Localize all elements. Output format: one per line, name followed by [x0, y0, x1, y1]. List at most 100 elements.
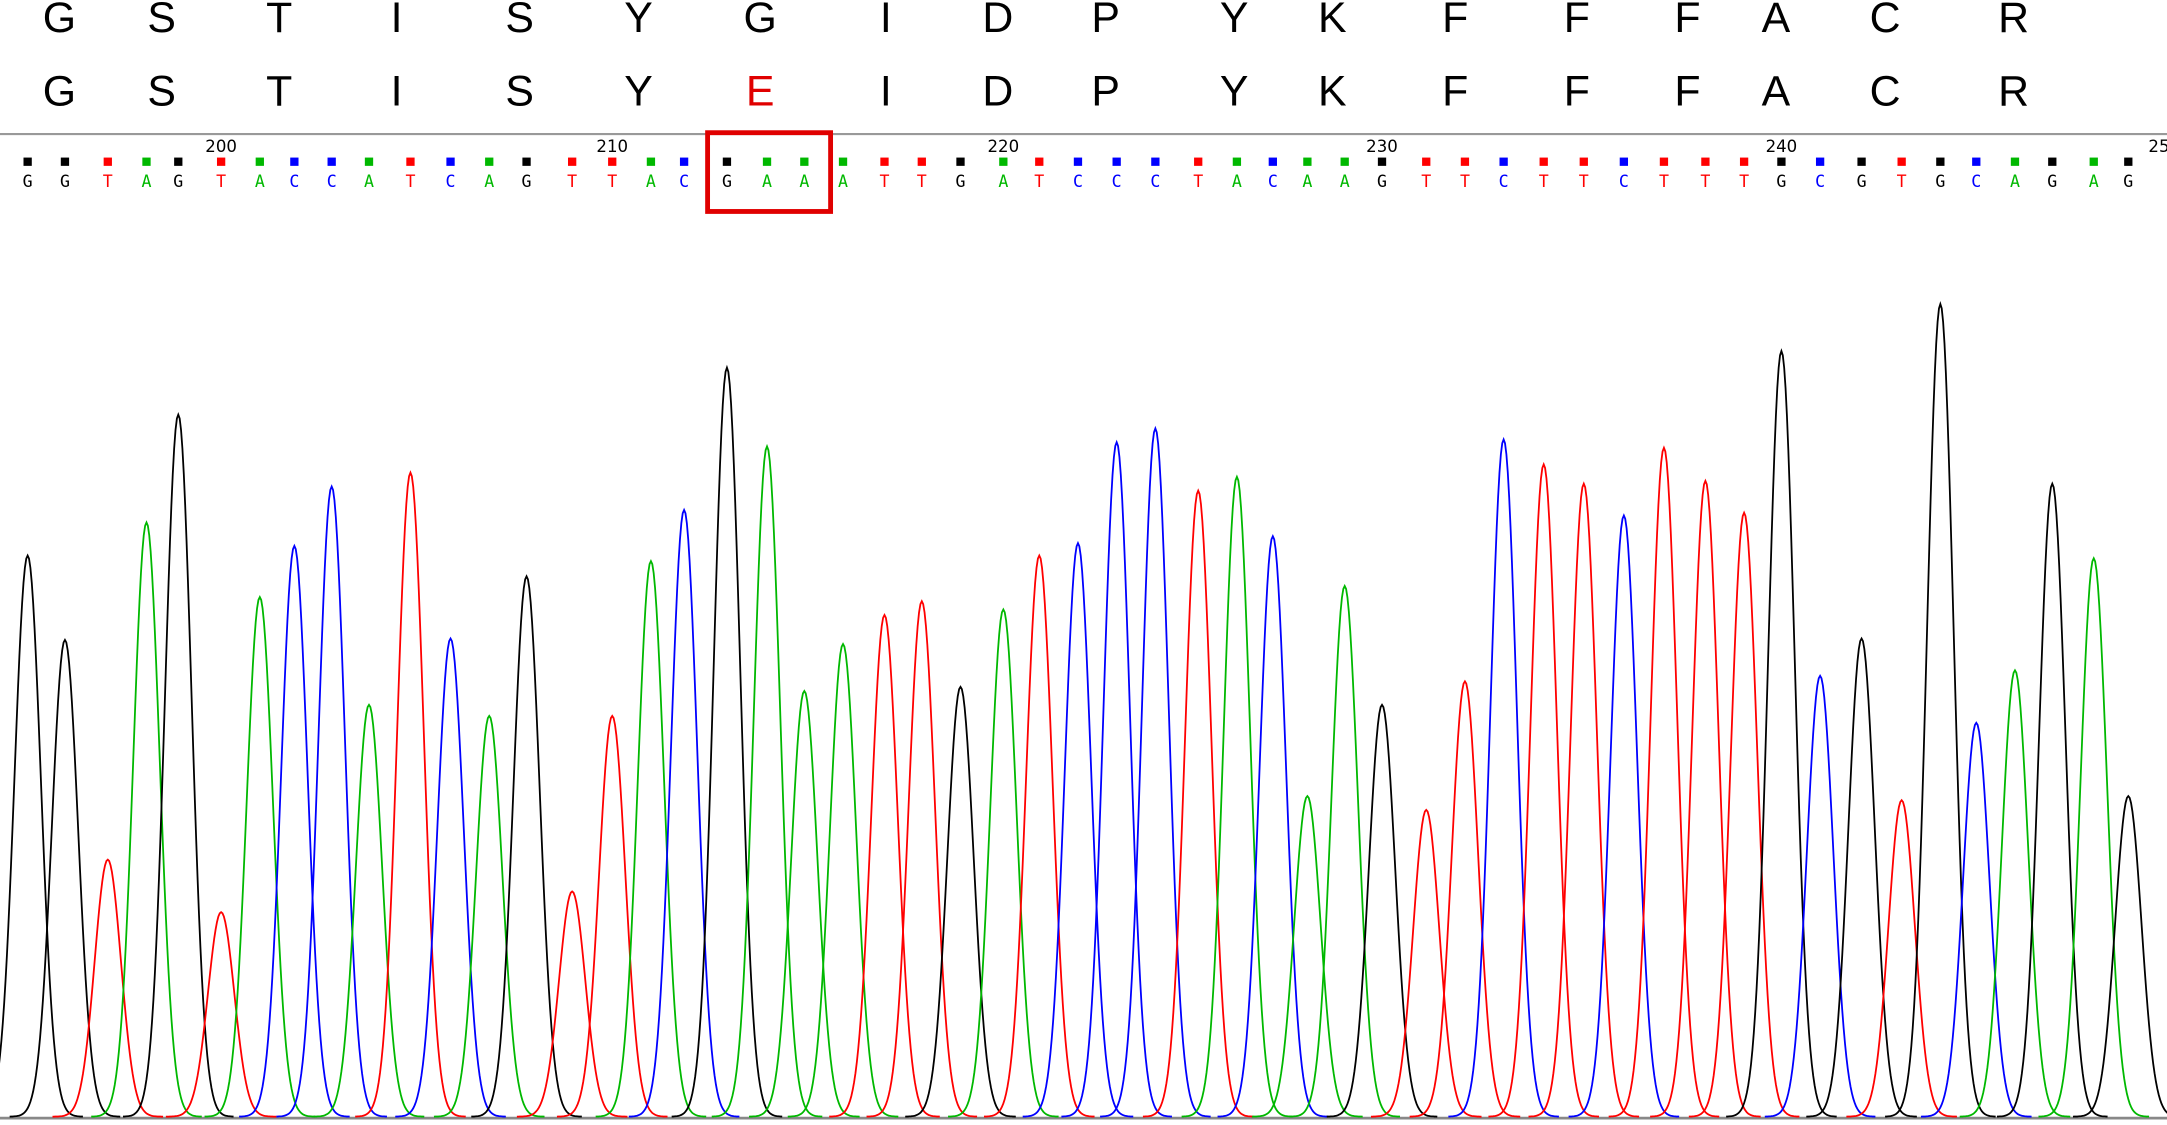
trace-peak	[595, 558, 707, 1118]
trace-peak	[1959, 668, 2071, 1118]
base-call: C	[1112, 172, 1122, 191]
base-marker	[1659, 157, 1669, 166]
base-marker	[1579, 157, 1588, 166]
base-marker	[327, 157, 336, 166]
base-marker	[406, 157, 415, 166]
amino-acid: K	[1318, 67, 1347, 115]
base-marker	[1815, 157, 1825, 166]
base-marker	[522, 157, 531, 166]
trace-peak	[1885, 301, 1996, 1118]
amino-acid: Y	[1220, 0, 1249, 42]
trace-peak	[1370, 808, 1482, 1118]
base-marker	[956, 157, 965, 166]
amino-acid: S	[505, 0, 534, 42]
base-call: T	[405, 172, 415, 191]
base-marker	[679, 157, 689, 166]
position-label: 250	[2148, 137, 2167, 156]
base-call: G	[1935, 172, 1945, 191]
base-call: T	[1659, 172, 1669, 191]
base-marker	[216, 157, 226, 166]
amino-acid: Y	[1220, 67, 1249, 115]
base-marker	[1422, 157, 1431, 166]
base-call: C	[1619, 172, 1629, 191]
base-call: T	[879, 172, 889, 191]
base-call: A	[255, 172, 265, 191]
trace-peak	[556, 714, 668, 1118]
base-call: C	[289, 172, 299, 191]
trace-peak	[1764, 673, 1876, 1118]
base-call: C	[446, 172, 456, 191]
trace-peak	[1846, 798, 1958, 1118]
base-marker	[1073, 157, 1083, 166]
base-marker	[1035, 157, 1044, 166]
base-call: T	[1739, 172, 1749, 191]
base-call: G	[1776, 172, 1786, 191]
position-label: 240	[1766, 137, 1798, 156]
base-marker	[2010, 157, 2020, 166]
base-call: T	[567, 172, 577, 191]
trace-peak	[204, 594, 316, 1118]
amino-acid: Y	[624, 67, 653, 115]
base-call: T	[1421, 172, 1431, 191]
base-marker	[838, 157, 848, 166]
base-call: A	[998, 172, 1008, 191]
amino-acid: F	[1442, 0, 1468, 42]
trace-peak	[395, 636, 506, 1118]
base-call: G	[1857, 172, 1867, 191]
base-call: G	[1377, 172, 1387, 191]
amino-acid: G	[743, 0, 776, 42]
amino-acid: G	[43, 0, 76, 42]
trace-peak	[1650, 478, 1761, 1118]
base-marker	[1194, 157, 1203, 166]
trace-peak	[355, 470, 466, 1118]
base-call: C	[1971, 172, 1981, 191]
amino-acid: I	[391, 67, 403, 115]
trace-peak	[2038, 556, 2150, 1118]
position-label: 210	[596, 137, 628, 156]
trace-peak	[165, 910, 277, 1118]
amino-acid: I	[880, 0, 892, 42]
base-marker	[1777, 157, 1786, 166]
base-marker	[142, 157, 151, 166]
codon-highlight	[705, 130, 834, 214]
base-call: T	[1897, 172, 1907, 191]
base-marker	[1972, 157, 1981, 166]
trace-peak	[1252, 794, 1363, 1118]
trace-peak	[866, 599, 978, 1118]
base-marker	[1701, 157, 1710, 166]
base-call: G	[60, 172, 70, 191]
trace-peak	[1568, 513, 1680, 1118]
amino-acid: Y	[624, 0, 653, 42]
trace-peak	[471, 574, 582, 1118]
base-marker	[1112, 157, 1121, 166]
trace-peak	[122, 411, 234, 1118]
base-call: A	[646, 172, 656, 191]
trace-peak	[239, 543, 350, 1118]
base-call: C	[679, 172, 689, 191]
base-call: A	[484, 172, 494, 191]
base-marker	[1340, 157, 1349, 166]
base-call: C	[1268, 172, 1278, 191]
amino-acid: E	[746, 67, 775, 115]
base-call: A	[2089, 172, 2099, 191]
base-marker	[1619, 157, 1629, 166]
base-marker	[1499, 157, 1508, 166]
base-marker	[485, 157, 494, 166]
base-call: C	[1150, 172, 1160, 191]
base-marker	[2089, 157, 2098, 166]
base-marker	[103, 157, 112, 166]
base-call: A	[1232, 172, 1242, 191]
amino-acid: P	[1091, 67, 1120, 115]
trace-peak	[1061, 439, 1172, 1118]
base-marker	[608, 157, 617, 166]
trace-peak	[1217, 533, 1329, 1118]
base-call: A	[838, 172, 848, 191]
trace-peak	[1289, 583, 1400, 1118]
base-marker	[1739, 157, 1749, 166]
base-marker	[646, 157, 656, 166]
trace-peak	[1688, 510, 1800, 1118]
amino-acid: F	[1564, 0, 1590, 42]
base-call: C	[1815, 172, 1825, 191]
amino-acid: F	[1674, 67, 1700, 115]
